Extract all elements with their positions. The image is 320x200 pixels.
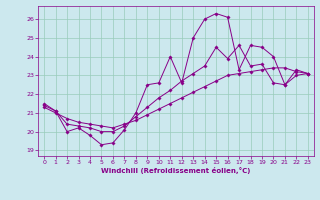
- X-axis label: Windchill (Refroidissement éolien,°C): Windchill (Refroidissement éolien,°C): [101, 167, 251, 174]
